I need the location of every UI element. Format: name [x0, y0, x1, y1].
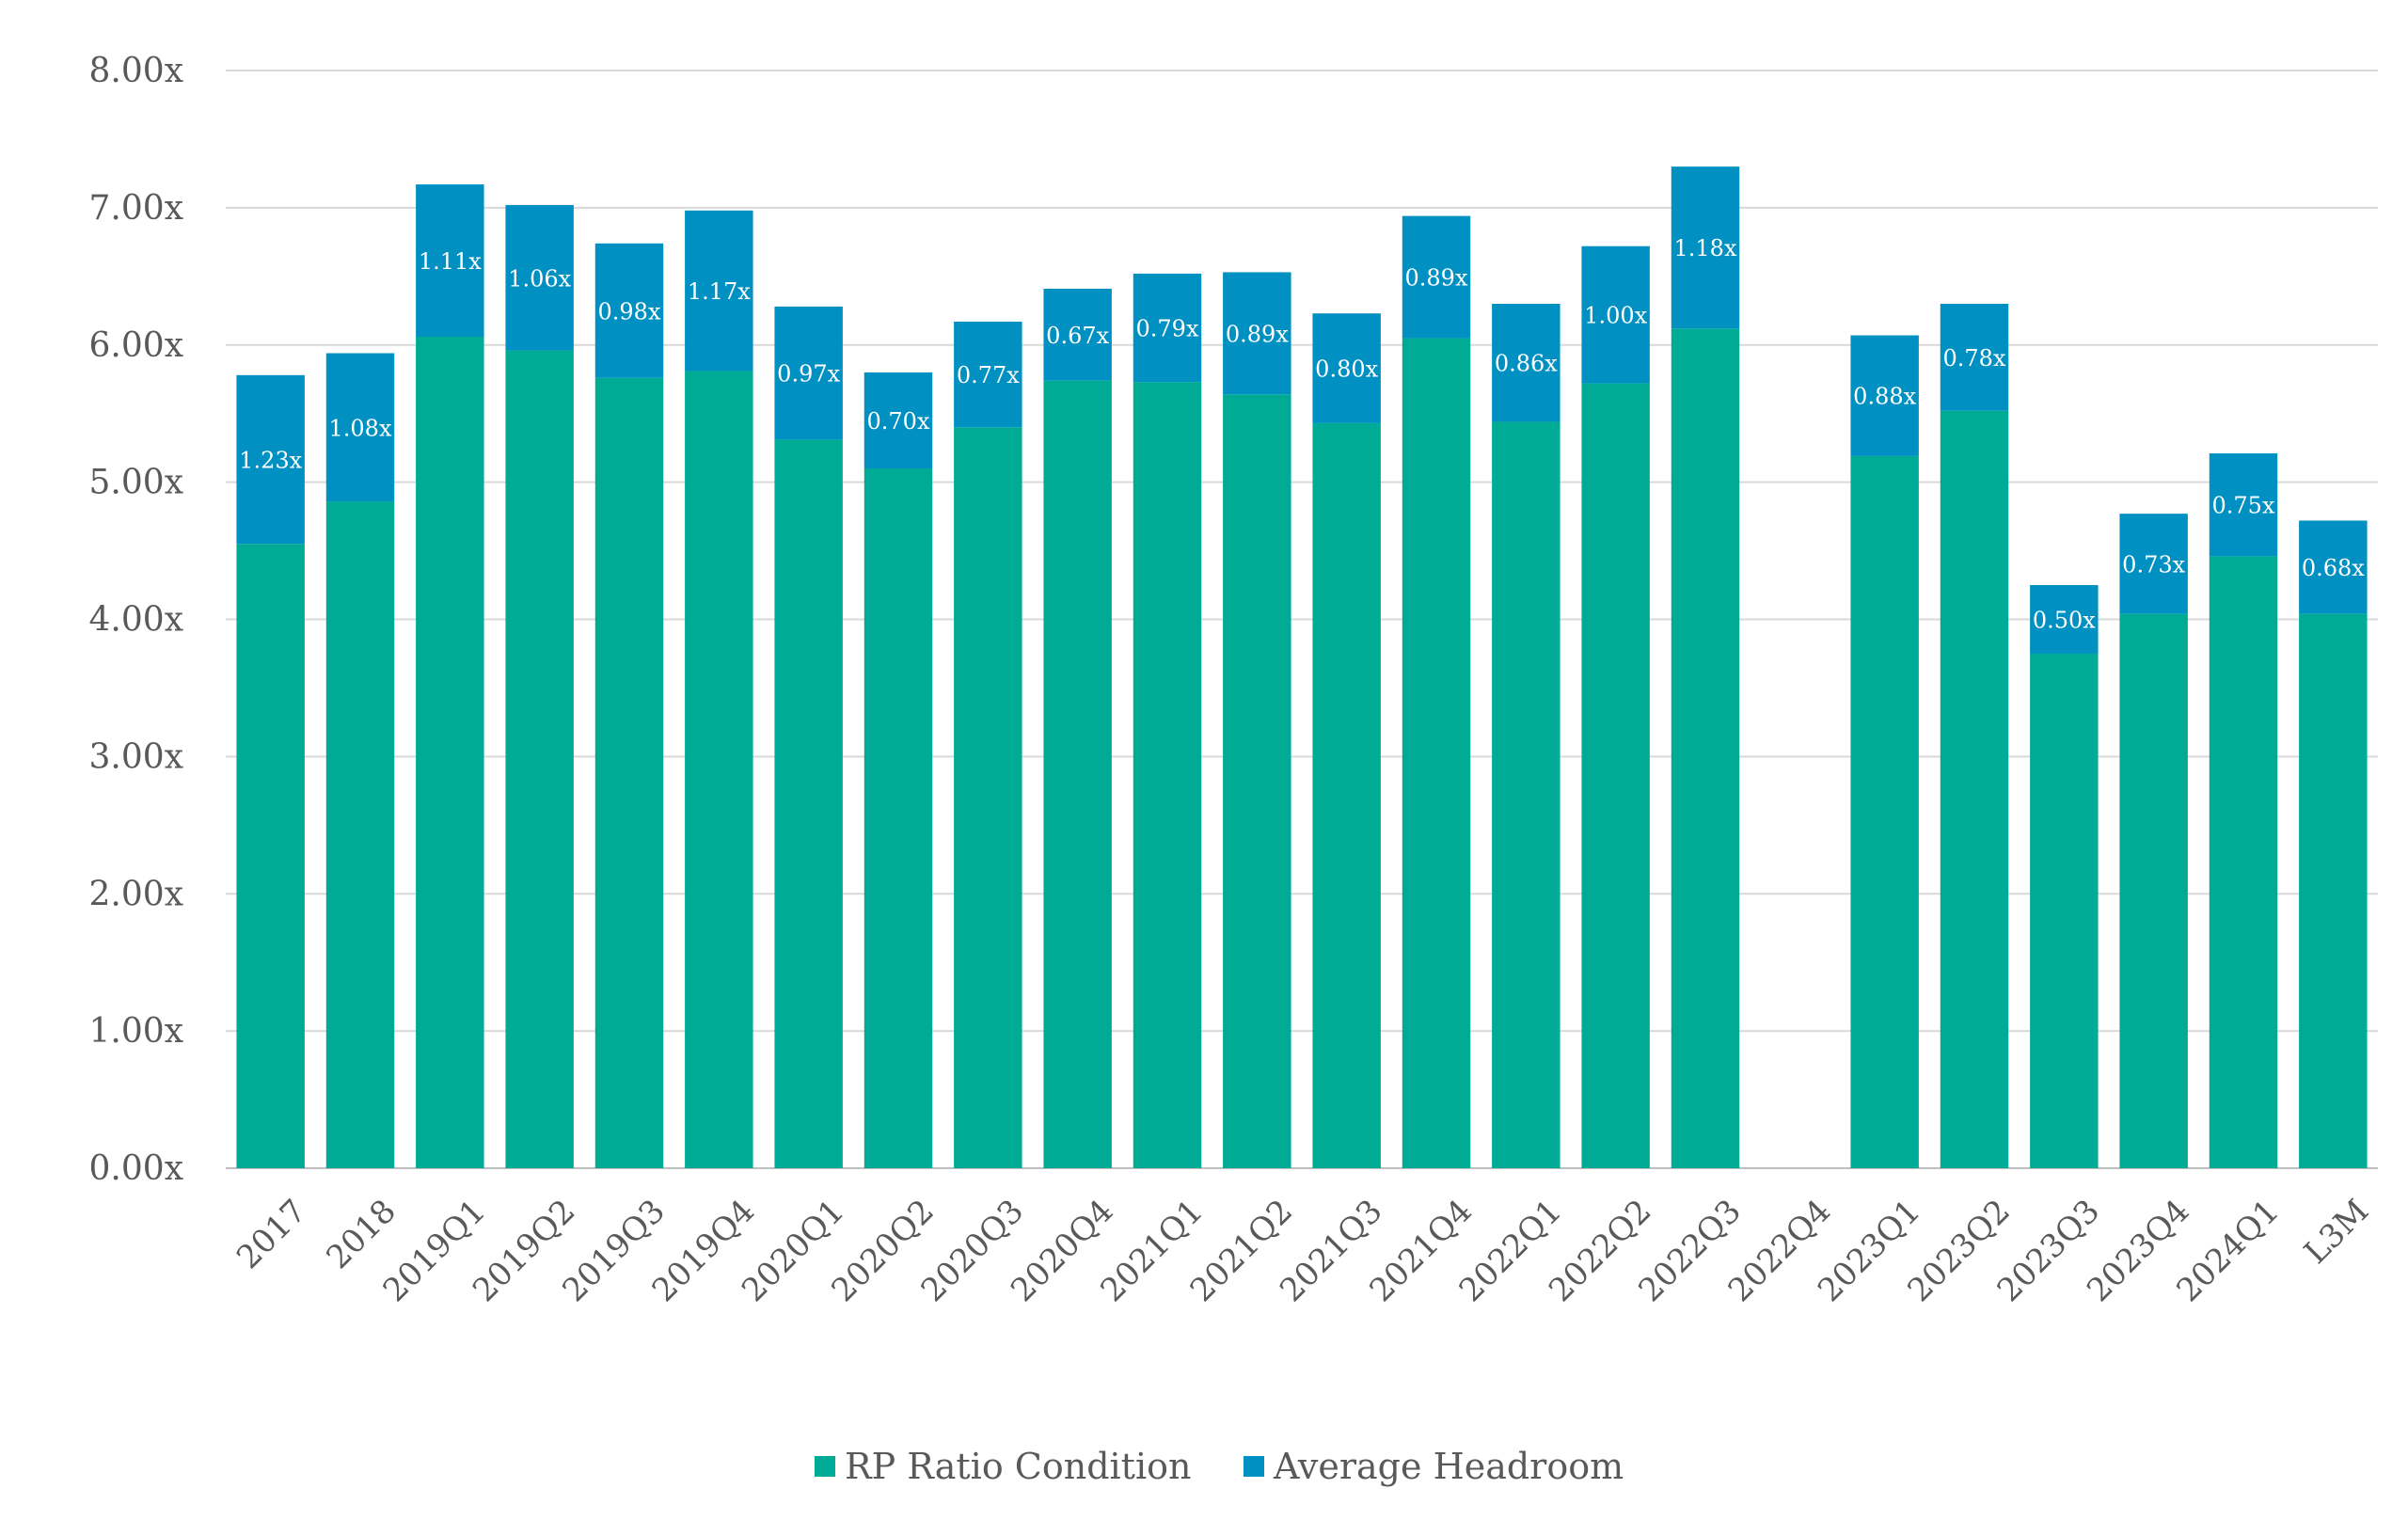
bar-rp-ratio-condition	[1581, 383, 1650, 1169]
x-tick-label: L3M	[2297, 1193, 2376, 1272]
bar-average-headroom	[505, 204, 574, 351]
bar-average-headroom	[325, 353, 395, 502]
data-label-headroom: 0.98x	[598, 298, 661, 325]
bar-rp-ratio-condition	[2119, 613, 2188, 1168]
bar-average-headroom	[1223, 272, 1291, 395]
bar-average-headroom	[2119, 514, 2188, 614]
data-label-headroom: 1.00x	[1584, 303, 1647, 329]
bar-average-headroom	[1402, 215, 1471, 339]
bar-average-headroom	[1312, 313, 1381, 423]
data-label-headroom: 0.80x	[1315, 356, 1378, 383]
data-label-headroom: 0.75x	[2212, 493, 2275, 519]
bar-rp-ratio-condition	[505, 350, 574, 1169]
bar-average-headroom	[2299, 520, 2368, 614]
bar-average-headroom	[1850, 335, 1919, 456]
bar-average-headroom	[416, 184, 484, 337]
legend-swatch	[815, 1456, 835, 1477]
legend-label: RP Ratio Condition	[845, 1446, 1191, 1487]
bar-average-headroom	[774, 306, 843, 440]
data-label-headroom: 0.89x	[1405, 265, 1468, 292]
data-labels: 1.23x 1.08x 1.11x 1.06x 0.98x 1.17x 0.97x 0.70x…	[239, 235, 2365, 633]
data-label-headroom: 0.97x	[777, 361, 840, 388]
data-label-headroom: 0.86x	[1495, 351, 1558, 377]
legend-item-rp-ratio-condition: RP Ratio Condition	[815, 1446, 1191, 1487]
bar-rp-ratio-condition	[954, 427, 1022, 1168]
legend: RP Ratio Condition Average Headroom	[815, 1446, 1624, 1487]
bar-average-headroom	[1133, 273, 1202, 383]
y-tick-label: 8.00x	[89, 52, 183, 90]
bar-rp-ratio-condition	[2299, 613, 2368, 1168]
data-label-headroom: 1.08x	[329, 415, 392, 441]
bar-average-headroom	[2030, 585, 2099, 654]
data-label-headroom: 0.78x	[1943, 345, 2006, 372]
y-tick-label: 4.00x	[89, 601, 183, 640]
x-tick-label: 2017	[230, 1193, 313, 1276]
bar-rp-ratio-condition	[1671, 328, 1740, 1168]
legend-swatch	[1244, 1456, 1264, 1477]
bar-average-headroom	[2209, 452, 2278, 557]
bar-rp-ratio-condition	[1940, 410, 2009, 1168]
bar-average-headroom	[1581, 245, 1650, 384]
data-label-headroom: 0.50x	[2033, 608, 2096, 634]
bar-rp-ratio-condition	[1223, 394, 1291, 1168]
data-label-headroom: 0.88x	[1853, 384, 1916, 410]
bar-rp-ratio-condition	[416, 336, 484, 1168]
bar-average-headroom	[1043, 288, 1112, 381]
bar-rp-ratio-condition	[2209, 556, 2278, 1168]
y-tick-label: 2.00x	[89, 875, 183, 913]
data-label-headroom: 1.17x	[688, 278, 751, 305]
data-label-headroom: 1.23x	[239, 448, 302, 474]
data-label-headroom: 0.77x	[957, 362, 1020, 388]
gridlines	[226, 70, 2378, 1169]
y-tick-label: 1.00x	[89, 1012, 183, 1051]
legend-label: Average Headroom	[1273, 1446, 1624, 1487]
bar-average-headroom	[236, 374, 305, 545]
data-label-headroom: 0.79x	[1136, 316, 1199, 342]
bar-rp-ratio-condition	[594, 377, 664, 1168]
data-label-headroom: 0.73x	[2122, 551, 2185, 578]
y-tick-label: 5.00x	[89, 464, 183, 502]
bar-rp-ratio-condition	[1402, 338, 1471, 1168]
bar-average-headroom	[954, 321, 1022, 428]
bar-rp-ratio-condition	[863, 468, 933, 1169]
bar-rp-ratio-condition	[1133, 382, 1202, 1169]
legend-item-average-headroom: Average Headroom	[1244, 1446, 1624, 1487]
bar-rp-ratio-condition	[1492, 421, 1560, 1168]
data-label-headroom: 1.11x	[419, 248, 482, 275]
data-label-headroom: 0.67x	[1046, 323, 1109, 349]
data-label-headroom: 1.18x	[1674, 235, 1737, 261]
y-tick-label: 6.00x	[89, 326, 183, 365]
data-label-headroom: 1.06x	[508, 265, 571, 292]
bar-average-headroom	[685, 210, 753, 372]
bar-average-headroom	[1492, 303, 1560, 422]
bar-average-headroom	[594, 243, 664, 378]
x-axis: 2017 20182019Q12019Q22019Q32019Q42020Q120…	[230, 1193, 2376, 1309]
bar-rp-ratio-condition	[1850, 455, 1919, 1168]
x-tick-label: 2018	[319, 1193, 403, 1276]
data-label-headroom: 0.68x	[2302, 555, 2365, 581]
data-label-headroom: 0.89x	[1226, 321, 1289, 347]
bar-rp-ratio-condition	[2030, 653, 2099, 1168]
y-tick-label: 7.00x	[89, 189, 183, 228]
bar-rp-ratio-condition	[325, 501, 395, 1168]
y-tick-label: 3.00x	[89, 737, 183, 776]
bar-average-headroom	[863, 372, 933, 469]
data-label-headroom: 0.70x	[867, 408, 930, 435]
bar-rp-ratio-condition	[774, 439, 843, 1168]
y-tick-label: 0.00x	[89, 1149, 183, 1188]
bar-average-headroom	[1940, 303, 2009, 411]
bar-rp-ratio-condition	[1043, 380, 1112, 1168]
bars	[236, 166, 2368, 1169]
bar-average-headroom	[1671, 166, 1740, 329]
bar-rp-ratio-condition	[685, 371, 753, 1168]
y-axis: 0.00x 1.00x 2.00x 3.00x 4.00x 5.00x 6.00x 7.00x…	[89, 52, 183, 1188]
bar-rp-ratio-condition	[236, 544, 305, 1168]
bar-rp-ratio-condition	[1312, 422, 1381, 1168]
